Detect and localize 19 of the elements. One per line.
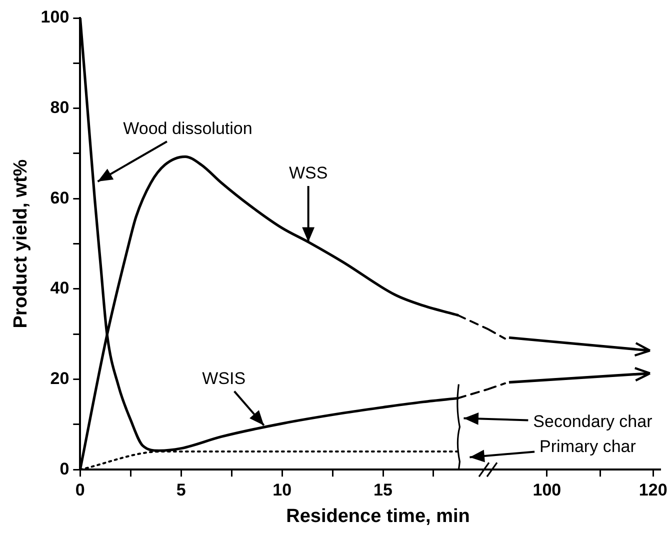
x-tick-label: 15 bbox=[374, 480, 392, 500]
annotation: Primary char bbox=[540, 436, 636, 456]
annotation: WSS bbox=[288, 164, 328, 183]
annotation: Wood dissolution bbox=[123, 119, 252, 138]
annotation: Secondary char bbox=[533, 412, 653, 431]
y-tick-label: 60 bbox=[50, 188, 70, 208]
x-tick-label: 5 bbox=[176, 480, 186, 500]
y-tick-label: 0 bbox=[60, 459, 70, 478]
y-tick-label: 20 bbox=[50, 368, 70, 388]
x-axis-title: Residence time, min bbox=[285, 506, 471, 528]
x-tick-label: 0 bbox=[75, 480, 85, 500]
x-tick-label: 10 bbox=[272, 480, 292, 500]
y-tick-label: 40 bbox=[50, 278, 70, 298]
annotation: WSIS bbox=[202, 369, 246, 388]
y-tick-label: 80 bbox=[50, 98, 70, 118]
y-axis-title: Product yield, wt% bbox=[10, 159, 32, 328]
x-tick-label: 120 bbox=[638, 480, 668, 500]
x-tick-label: 100 bbox=[532, 480, 562, 500]
y-tick-label: 100 bbox=[40, 8, 70, 27]
